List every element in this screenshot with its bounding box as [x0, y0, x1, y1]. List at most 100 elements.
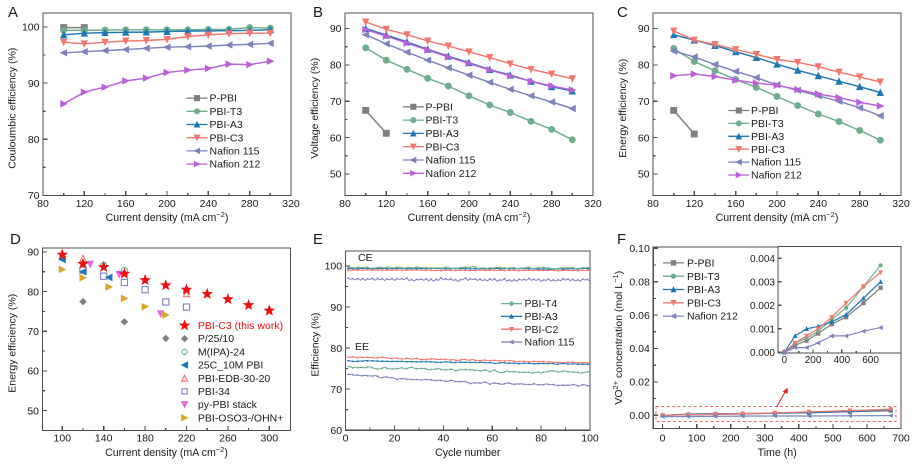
svg-text:500: 500 — [824, 432, 842, 444]
svg-text:220: 220 — [178, 432, 196, 444]
svg-text:Nafion 212: Nafion 212 — [687, 311, 738, 323]
svg-text:70: 70 — [330, 384, 342, 396]
svg-text:Voltage efficiency (%): Voltage efficiency (%) — [309, 58, 321, 159]
svg-text:60: 60 — [486, 432, 498, 444]
svg-text:Couloumbic efficiency (%): Couloumbic efficiency (%) — [7, 48, 19, 169]
svg-text:240: 240 — [502, 198, 520, 210]
svg-text:120: 120 — [378, 198, 396, 210]
svg-text:60: 60 — [330, 425, 342, 437]
svg-text:320: 320 — [892, 198, 910, 210]
svg-text:160: 160 — [117, 198, 135, 210]
svg-text:0: 0 — [660, 432, 666, 444]
svg-text:P/25/10: P/25/10 — [198, 333, 234, 345]
svg-text:PBI-C3: PBI-C3 — [426, 141, 460, 153]
svg-text:P-PBI: P-PBI — [751, 105, 778, 117]
svg-text:E: E — [313, 231, 323, 248]
svg-text:Current density (mA cm−2): Current density (mA cm−2) — [716, 210, 839, 224]
svg-text:300: 300 — [756, 432, 774, 444]
svg-text:Nafion 212: Nafion 212 — [751, 170, 802, 182]
svg-text:90: 90 — [330, 302, 342, 314]
svg-text:Current density (mA cm−2): Current density (mA cm−2) — [408, 210, 531, 224]
svg-text:PBI-A3: PBI-A3 — [210, 119, 243, 131]
svg-text:90: 90 — [27, 247, 39, 259]
svg-text:200: 200 — [805, 355, 822, 366]
svg-text:320: 320 — [584, 198, 602, 210]
svg-text:PBI-A3: PBI-A3 — [751, 131, 784, 143]
svg-text:320: 320 — [282, 198, 300, 210]
svg-text:400: 400 — [833, 355, 850, 366]
svg-text:80: 80 — [37, 198, 49, 210]
svg-text:EE: EE — [355, 341, 369, 353]
svg-text:PBI-C3: PBI-C3 — [687, 297, 721, 309]
svg-text:600: 600 — [858, 432, 876, 444]
svg-text:P-PBI: P-PBI — [687, 258, 714, 270]
svg-text:PBI-C3: PBI-C3 — [210, 132, 244, 144]
svg-text:700: 700 — [892, 432, 910, 444]
svg-text:Efficiency (%): Efficiency (%) — [310, 313, 322, 377]
svg-text:80: 80 — [339, 198, 351, 210]
svg-text:60: 60 — [638, 132, 650, 144]
svg-text:0: 0 — [343, 432, 349, 444]
svg-text:90: 90 — [330, 23, 342, 35]
svg-text:60: 60 — [330, 132, 342, 144]
svg-text:80: 80 — [330, 343, 342, 355]
svg-text:80: 80 — [647, 198, 659, 210]
svg-text:PBI-EDB-30-20: PBI-EDB-30-20 — [198, 373, 271, 385]
svg-text:100: 100 — [325, 261, 343, 273]
svg-text:25C_10M PBI: 25C_10M PBI — [198, 360, 263, 372]
svg-text:120: 120 — [686, 198, 704, 210]
svg-text:0.000: 0.000 — [750, 348, 775, 359]
svg-text:80: 80 — [330, 60, 342, 72]
svg-text:140: 140 — [95, 432, 113, 444]
svg-text:PBI-C3: PBI-C3 — [751, 144, 785, 156]
svg-text:0.00: 0.00 — [629, 410, 650, 422]
svg-text:0: 0 — [782, 355, 788, 366]
svg-text:240: 240 — [200, 198, 218, 210]
svg-text:D: D — [10, 231, 21, 248]
svg-text:400: 400 — [790, 432, 808, 444]
svg-text:50: 50 — [27, 405, 39, 417]
svg-text:0.002: 0.002 — [750, 301, 775, 312]
svg-text:VO2+ concentration (mol L−1): VO2+ concentration (mol L−1) — [611, 271, 625, 405]
svg-text:CE: CE — [358, 252, 373, 264]
svg-text:80: 80 — [27, 286, 39, 298]
svg-text:100: 100 — [54, 432, 72, 444]
svg-text:80: 80 — [535, 432, 547, 444]
svg-text:50: 50 — [330, 169, 342, 181]
svg-text:120: 120 — [76, 198, 94, 210]
svg-text:P-PBI: P-PBI — [426, 101, 453, 113]
svg-text:C: C — [617, 4, 628, 21]
svg-text:600: 600 — [862, 355, 879, 366]
svg-text:Current density (mA cm−2): Current density (mA cm−2) — [105, 445, 228, 459]
svg-text:Energy efficiency (%): Energy efficiency (%) — [617, 59, 629, 158]
svg-text:PBI-OSO3-/OHN+: PBI-OSO3-/OHN+ — [198, 412, 283, 424]
svg-text:Cycle number: Cycle number — [435, 447, 501, 459]
svg-text:0.003: 0.003 — [750, 277, 775, 288]
svg-text:260: 260 — [219, 432, 237, 444]
svg-text:200: 200 — [460, 198, 478, 210]
svg-text:0.08: 0.08 — [629, 276, 650, 288]
svg-text:90: 90 — [638, 23, 650, 35]
svg-text:PBI-T4: PBI-T4 — [525, 298, 558, 310]
svg-text:Current density (mA cm−2): Current density (mA cm−2) — [106, 210, 229, 224]
svg-text:M(IPA)-24: M(IPA)-24 — [198, 346, 245, 358]
svg-text:80: 80 — [28, 134, 40, 146]
svg-text:PBI-C3 (this work): PBI-C3 (this work) — [198, 320, 283, 332]
svg-text:180: 180 — [136, 432, 154, 444]
svg-text:PBI-C2: PBI-C2 — [525, 324, 559, 336]
svg-text:PBI-T3: PBI-T3 — [751, 118, 784, 130]
svg-text:50: 50 — [638, 169, 650, 181]
svg-text:90: 90 — [28, 78, 40, 90]
svg-text:70: 70 — [330, 96, 342, 108]
svg-text:160: 160 — [727, 198, 745, 210]
svg-text:20: 20 — [389, 432, 401, 444]
svg-text:280: 280 — [241, 198, 259, 210]
svg-text:Nafion 115: Nafion 115 — [751, 157, 801, 169]
svg-text:60: 60 — [27, 366, 39, 378]
svg-text:0.02: 0.02 — [629, 377, 650, 389]
svg-text:PBI-A3: PBI-A3 — [525, 311, 558, 323]
svg-text:Nafion 212: Nafion 212 — [210, 159, 261, 171]
svg-text:200: 200 — [158, 198, 176, 210]
svg-text:40: 40 — [438, 432, 450, 444]
svg-text:Nafion 212: Nafion 212 — [426, 168, 477, 180]
